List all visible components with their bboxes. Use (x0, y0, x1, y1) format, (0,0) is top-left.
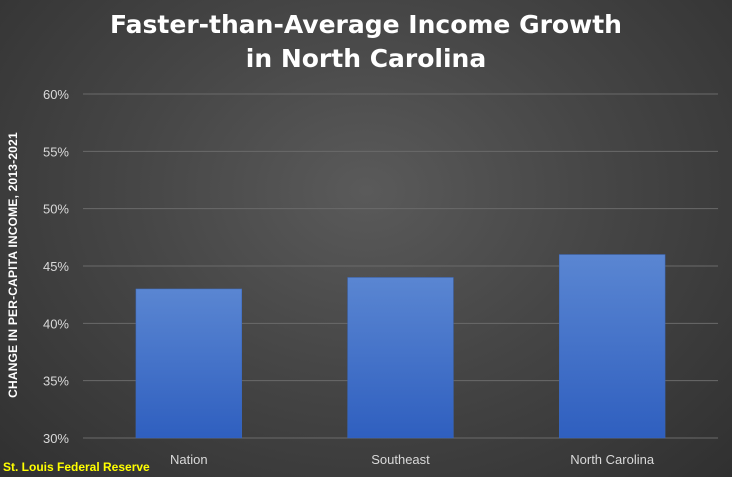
x-tick-label: Nation (170, 452, 208, 467)
chart-subtitle: in North Carolina (245, 44, 487, 73)
x-tick-label: North Carolina (570, 452, 655, 467)
bar (135, 288, 243, 439)
y-tick-label: 50% (43, 202, 69, 217)
bar (559, 254, 666, 439)
y-axis-ticks: 30% 35% 40% 45% 50% 55% 60% (43, 87, 69, 446)
chart-title: Faster-than-Average Income Growth (110, 10, 622, 39)
y-tick-label: 45% (43, 259, 69, 274)
source-note: St. Louis Federal Reserve (3, 460, 150, 474)
y-tick-label: 40% (43, 316, 69, 331)
y-tick-label: 60% (43, 87, 69, 102)
y-tick-label: 30% (43, 431, 69, 446)
x-axis-ticks: Nation Southeast North Carolina (170, 452, 655, 467)
x-tick-label: Southeast (371, 452, 430, 467)
y-tick-label: 55% (43, 144, 69, 159)
bar (347, 277, 454, 439)
chart-title-block: Faster-than-Average Income Growth in Nor… (0, 8, 732, 76)
y-tick-label: 35% (43, 374, 69, 389)
bars (135, 254, 666, 439)
